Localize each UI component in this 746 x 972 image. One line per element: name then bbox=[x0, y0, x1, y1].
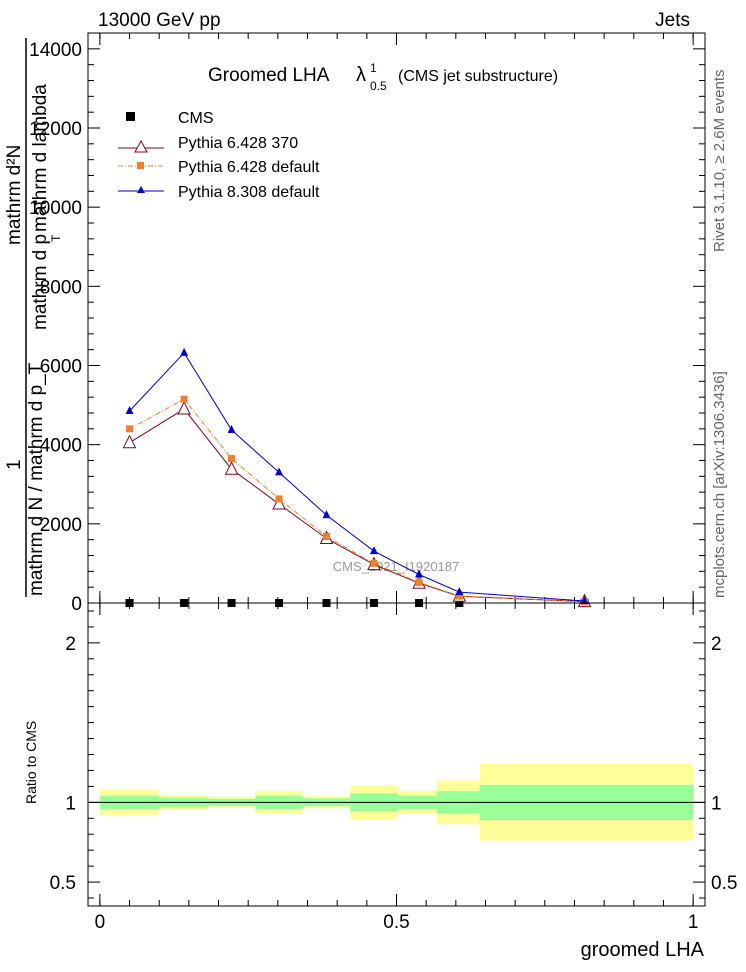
legend-entry-pythia6-default: Pythia 6.428 default bbox=[118, 159, 320, 176]
chart-title-superscript: 1 bbox=[370, 61, 377, 75]
main-ylabel: mathrm d²N mathrm d p T mathrm d lambda … bbox=[4, 38, 63, 597]
legend-entry-cms: CMS bbox=[126, 110, 214, 127]
chart-title-symbol: λ bbox=[356, 64, 366, 86]
ratio-axis-ticks: 0.5 0.5 1 1 2 2 0 0.5 1 bbox=[50, 603, 737, 933]
ratio-ytick-label-right: 1 bbox=[711, 793, 722, 814]
main-panel: Groomed LHA λ 1 0.5 (CMS jet substructur… bbox=[4, 32, 706, 615]
ratio-frame bbox=[87, 602, 706, 907]
data-point-pythia-6-428-default bbox=[455, 592, 463, 600]
ratio-ylabel: Ratio to CMS bbox=[23, 721, 39, 804]
main-plot-area bbox=[88, 33, 705, 603]
data-point-pythia-8-308-default bbox=[455, 587, 464, 596]
legend-label-pythia6-370: Pythia 6.428 370 bbox=[178, 135, 298, 152]
category-label: Jets bbox=[655, 10, 690, 31]
energy-label: 13000 GeV pp bbox=[98, 10, 221, 31]
ratio-ytick-label-left: 0.5 bbox=[50, 873, 76, 894]
ylabel-one: 1 bbox=[4, 459, 25, 470]
main-ytick-label: 4000 bbox=[40, 436, 82, 457]
data-point-pythia-8-308-default bbox=[369, 546, 378, 555]
legend: CMS Pythia 6.428 370 Pythia 6.428 defaul… bbox=[118, 110, 320, 201]
data-point-pythia-6-428-370 bbox=[122, 434, 137, 449]
main-ytick-label: 14000 bbox=[29, 40, 82, 61]
legend-marker-cms bbox=[126, 112, 135, 121]
source-label: mcplots.cern.ch [arXiv:1306.3436] bbox=[711, 371, 728, 598]
ratio-ytick-label-left: 1 bbox=[65, 793, 76, 814]
data-point-pythia-6-428-370 bbox=[272, 495, 286, 510]
main-ytick-label: 0 bbox=[71, 594, 82, 615]
ratio-ytick-label-right: 0.5 bbox=[711, 873, 737, 894]
data-point-pythia-8-308-default bbox=[227, 425, 236, 434]
main-ytick-label: 8000 bbox=[40, 277, 82, 298]
data-point-pythia-6-428-370 bbox=[177, 400, 191, 415]
data-point-pythia-6-428-default bbox=[126, 425, 134, 433]
data-point-pythia-6-428-default bbox=[415, 578, 423, 586]
main-series-layer bbox=[122, 347, 592, 608]
legend-label-cms: CMS bbox=[178, 110, 214, 127]
ylabel-numerator-3: T bbox=[49, 234, 63, 242]
legend-marker-pythia6-370 bbox=[134, 139, 148, 153]
ylabel-numerator-2: mathrm d p bbox=[30, 234, 51, 330]
data-point-pythia-8-308-default bbox=[180, 347, 189, 356]
ratio-panel: 0.5 0.5 1 1 2 2 0 0.5 1 Ratio to CMS groomed LHA bbox=[23, 602, 737, 961]
main-ytick-label: 12000 bbox=[29, 119, 82, 140]
rivet-label: Rivet 3.1.10, ≥ 2.6M events bbox=[711, 70, 728, 253]
ylabel-numerator-4: mathrm d lambda bbox=[30, 84, 51, 232]
data-point-pythia-8-308-default bbox=[275, 467, 284, 476]
x-tick-label: 0.5 bbox=[383, 912, 409, 933]
legend-entry-pythia8-default: Pythia 8.308 default bbox=[118, 184, 320, 201]
main-ytick-label: 10000 bbox=[29, 198, 82, 219]
main-ytick-label: 6000 bbox=[40, 357, 82, 378]
chart-title: Groomed LHA bbox=[208, 65, 330, 86]
x-tick-label: 1 bbox=[688, 912, 699, 933]
data-point-pythia-6-428-default bbox=[180, 395, 188, 403]
ylabel-numerator-1: mathrm d²N bbox=[4, 145, 25, 245]
legend-label-pythia8-default: Pythia 8.308 default bbox=[178, 184, 320, 201]
data-point-pythia-6-428-default bbox=[370, 559, 378, 567]
legend-entry-pythia6-370: Pythia 6.428 370 bbox=[118, 135, 298, 153]
analysis-watermark: CMS_2021_I1920187 bbox=[333, 559, 460, 574]
data-point-pythia-6-428-default bbox=[228, 455, 236, 463]
data-point-pythia-6-428-default bbox=[322, 533, 330, 540]
chart-title-subscript: 0.5 bbox=[370, 79, 387, 93]
data-point-pythia-8-308-default bbox=[125, 406, 134, 415]
data-point-pythia-8-308-default bbox=[415, 569, 424, 578]
main-ytick-label: 2000 bbox=[40, 515, 82, 536]
legend-marker-pythia8-default bbox=[137, 186, 145, 193]
x-axis-label: groomed LHA bbox=[581, 939, 705, 961]
data-point-pythia-8-308-default bbox=[322, 510, 331, 519]
chart-title-suffix: (CMS jet substructure) bbox=[398, 68, 558, 85]
data-point-pythia-8-308-default bbox=[580, 596, 589, 605]
main-axis-ticks: 0 2000 4000 6000 8000 10000 12000 14000 bbox=[29, 33, 705, 615]
ratio-ytick-label-right: 2 bbox=[711, 634, 722, 655]
legend-label-pythia6-default: Pythia 6.428 default bbox=[178, 159, 320, 176]
ylabel-denominator: mathrm d N / mathrm d p_T bbox=[26, 362, 47, 596]
legend-marker-pythia6-default bbox=[137, 162, 144, 169]
data-point-pythia-6-428-370 bbox=[224, 461, 239, 475]
data-point-pythia-6-428-default bbox=[275, 495, 283, 503]
x-tick-label: 0 bbox=[95, 912, 106, 933]
ratio-ytick-label-left: 2 bbox=[65, 634, 76, 655]
